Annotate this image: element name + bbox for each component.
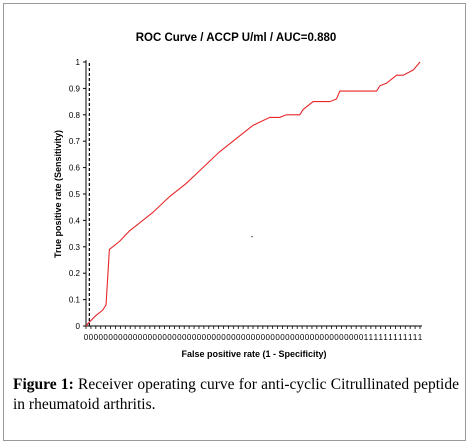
x-tick-label: 0	[177, 333, 182, 342]
x-tick-label: 1	[398, 333, 403, 342]
x-tick-label: 0	[157, 333, 162, 342]
x-tick-label: 0	[202, 333, 207, 342]
x-tick-label: 0	[153, 333, 158, 342]
x-tick-label: 0	[349, 333, 354, 342]
x-tick-label: 0	[231, 333, 236, 342]
x-tick-label: 0	[251, 333, 256, 342]
x-tick-label: 0	[246, 333, 251, 342]
x-tick-label: 0	[148, 333, 153, 342]
x-tick-label: 0	[285, 333, 290, 342]
x-tick-label: 0	[334, 333, 339, 342]
x-tick-label: 0	[143, 333, 148, 342]
x-tick-label: 0	[324, 333, 329, 342]
chart-annotation: -	[251, 232, 254, 241]
y-tick-label: 0.1	[69, 296, 81, 305]
x-tick-label: 0	[162, 333, 167, 342]
x-tick-label: 0	[315, 333, 320, 342]
x-tick-label: 0	[280, 333, 285, 342]
x-tick-label: 0	[108, 333, 113, 342]
x-tick-label: 0	[305, 333, 310, 342]
x-tick-label: 0	[261, 333, 266, 342]
x-tick-label: 1	[413, 333, 418, 342]
y-axis-label: True positive rate (Sensitivity)	[53, 130, 63, 258]
x-tick-label: 0	[118, 333, 123, 342]
x-tick-label: 0	[354, 333, 359, 342]
figure-frame	[3, 3, 466, 441]
y-tick-label: 0.9	[69, 84, 81, 93]
x-tick-label: 0	[192, 333, 197, 342]
x-tick-label: 0	[182, 333, 187, 342]
x-tick-label: 1	[388, 333, 393, 342]
caption-text: Receiver operating curve for anti-cyclic…	[13, 376, 459, 413]
y-tick-label: 0	[76, 322, 81, 331]
x-tick-label: 0	[138, 333, 143, 342]
x-tick-label: 1	[369, 333, 374, 342]
x-tick-label: 0	[344, 333, 349, 342]
chart-title: ROC Curve / ACCP U/ml / AUC=0.880	[136, 32, 337, 44]
x-tick-label: 0	[290, 333, 295, 342]
x-tick-label: 0	[295, 333, 300, 342]
x-tick-label: 0	[133, 333, 138, 342]
x-tick-label: 0	[197, 333, 202, 342]
x-tick-label: 0	[94, 333, 99, 342]
x-tick-label: 0	[172, 333, 177, 342]
x-tick-label: 0	[256, 333, 261, 342]
x-tick-label: 0	[187, 333, 192, 342]
x-tick-label: 0	[128, 333, 133, 342]
x-tick-label: 1	[418, 333, 423, 342]
x-tick-label: 0	[266, 333, 271, 342]
x-tick-label: 0	[329, 333, 334, 342]
y-tick-label: 0.2	[69, 269, 81, 278]
y-tick-label: 0.3	[69, 243, 81, 252]
figure-caption: Figure 1: Receiver operating curve for a…	[13, 375, 459, 415]
x-tick-label: 1	[408, 333, 413, 342]
x-tick-label: 0	[89, 333, 94, 342]
x-tick-label: 0	[113, 333, 118, 342]
x-tick-label: 0	[167, 333, 172, 342]
x-tick-label: 0	[99, 333, 104, 342]
x-tick-label: 0	[275, 333, 280, 342]
x-tick-label: 0	[226, 333, 231, 342]
x-tick-label: 0	[339, 333, 344, 342]
x-axis-label: False positive rate (1 - Specificity)	[181, 349, 326, 359]
x-tick-label: 0	[221, 333, 226, 342]
x-tick-label: 0	[320, 333, 325, 342]
x-tick-label: 1	[383, 333, 388, 342]
x-tick-label: 1	[374, 333, 379, 342]
x-tick-label: 1	[378, 333, 383, 342]
plot-area: 00.10.20.30.40.50.60.70.80.910 0 0 0 0 0 0 0 0 0 0…	[69, 58, 423, 342]
x-tick-label: 0	[236, 333, 241, 342]
x-tick-label: 0	[270, 333, 275, 342]
x-tick-label: 0	[103, 333, 108, 342]
x-tick-label: 0	[359, 333, 364, 342]
x-tick-label: 0	[84, 333, 89, 342]
x-tick-label: 0	[310, 333, 315, 342]
x-tick-label: 0	[207, 333, 212, 342]
roc-chart: ROC Curve / ACCP U/ml / AUC=0.880 0 0.1 0.…	[53, 32, 423, 359]
y-tick-label: 1	[76, 58, 81, 67]
x-tick-label: 0	[241, 333, 246, 342]
x-tick-label: 1	[403, 333, 408, 342]
y-tick-label: 0.7	[69, 137, 81, 146]
roc-curve-line	[85, 61, 421, 327]
y-tick-label: 0.8	[69, 111, 81, 120]
x-tick-label: 0	[216, 333, 221, 342]
caption-label: Figure 1:	[13, 376, 74, 393]
x-tick-label: 1	[393, 333, 398, 342]
x-tick-label: 0	[300, 333, 305, 342]
y-tick-label: 0.4	[69, 216, 81, 225]
x-tick-label: 0	[123, 333, 128, 342]
x-tick-label: 1	[364, 333, 369, 342]
x-tick-label: 0	[211, 333, 216, 342]
y-tick-label: 0.6	[69, 164, 81, 173]
y-tick-label: 0.5	[69, 190, 81, 199]
